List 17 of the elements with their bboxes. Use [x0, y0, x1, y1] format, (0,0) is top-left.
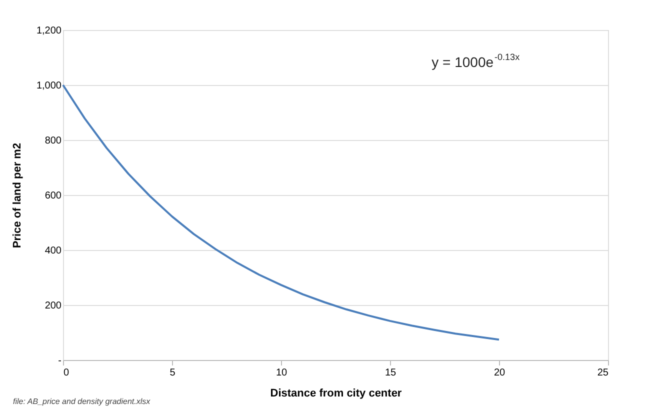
x-tick-label: 5: [170, 368, 176, 378]
line-series: [62, 84, 500, 341]
y-axis-title: Price of land per m2: [11, 142, 24, 248]
x-tick-label: 25: [597, 368, 609, 378]
y-tick-label: 1,200: [36, 26, 62, 36]
text: file: AB_price and density gradient.xlsx: [13, 397, 152, 406]
y-tick-label: 1,000: [36, 80, 62, 92]
x-tick-label: 10: [276, 368, 288, 378]
y-tick-label: 400: [44, 246, 62, 256]
x-axis-title: Distance from city center: [270, 388, 402, 400]
y-tick-label: 800: [44, 136, 62, 146]
y-tick-label: 600: [44, 190, 62, 202]
x-tick-label: 0: [64, 368, 70, 378]
x-tick-label: 15: [384, 368, 396, 378]
x-tick-label: 20: [494, 368, 506, 378]
y-tick-label: 200: [44, 300, 62, 312]
y-tick-label: -: [58, 356, 62, 366]
